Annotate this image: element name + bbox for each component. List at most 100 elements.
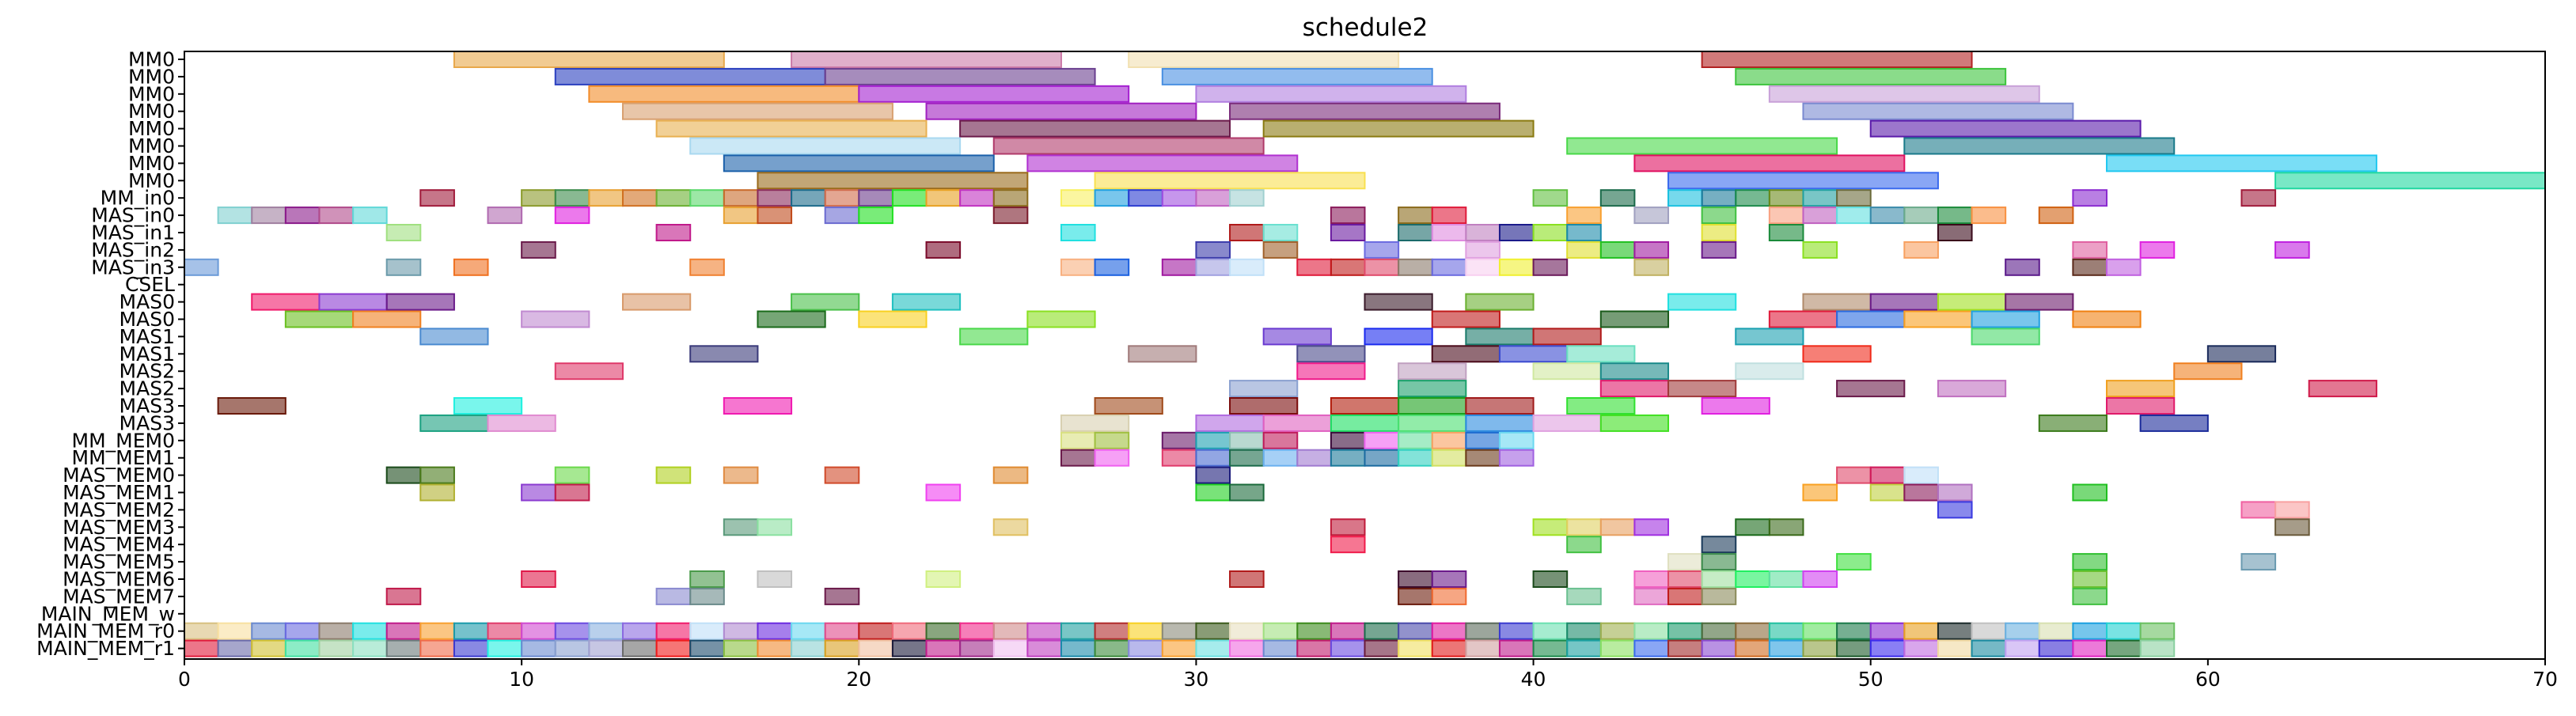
- task-bar: [1398, 587, 1433, 605]
- task-bar: [723, 466, 759, 484]
- task-bar: [723, 189, 759, 207]
- task-bar: [689, 622, 725, 640]
- task-bar: [1903, 466, 1939, 484]
- task-bar: [1195, 189, 1231, 207]
- task-bar: [1701, 622, 1737, 640]
- task-bar: [521, 189, 556, 207]
- task-bar: [1566, 224, 1602, 241]
- task-bar: [1566, 518, 1602, 536]
- task-bar: [1599, 380, 1670, 398]
- task-bar: [1802, 483, 1838, 502]
- task-bar: [1431, 639, 1467, 657]
- task-bar: [1195, 483, 1231, 502]
- task-bar: [723, 622, 759, 640]
- y-tick-label: MAS_MEM2: [63, 498, 175, 521]
- y-tick-label: MM0: [128, 82, 175, 105]
- task-bar: [318, 293, 388, 311]
- task-bar: [385, 293, 455, 311]
- task-bar: [588, 189, 624, 207]
- task-bar: [1802, 622, 1838, 640]
- task-bar: [757, 172, 1029, 190]
- task-bar: [791, 622, 826, 640]
- task-bar: [588, 639, 624, 657]
- task-bar: [419, 483, 455, 502]
- task-bar: [1566, 345, 1636, 363]
- task-bar: [1330, 536, 1366, 554]
- task-bar: [1060, 224, 1096, 241]
- task-bar: [1633, 518, 1670, 536]
- task-bar: [554, 206, 590, 225]
- task-bar: [1903, 622, 1939, 640]
- task-bar: [858, 622, 893, 640]
- task-bar: [1465, 639, 1500, 657]
- task-bar: [1262, 449, 1299, 467]
- task-bar: [1532, 414, 1602, 432]
- task-bar: [385, 258, 422, 276]
- task-bar: [1431, 587, 1467, 605]
- task-bar: [1330, 414, 1400, 432]
- task-bar: [521, 622, 556, 640]
- task-bar: [1768, 189, 1804, 207]
- task-bar: [1094, 431, 1130, 449]
- task-bar: [419, 466, 455, 484]
- task-bar: [284, 639, 321, 657]
- task-bar: [1599, 241, 1636, 259]
- task-bar: [2106, 639, 2142, 657]
- task-bar: [1667, 587, 1703, 605]
- task-bar: [1599, 518, 1636, 536]
- task-bar: [992, 622, 1029, 640]
- task-bar: [1229, 102, 1500, 120]
- task-bar: [487, 206, 523, 225]
- task-bar: [1532, 639, 1569, 657]
- task-bar: [1161, 639, 1197, 657]
- task-bar: [992, 189, 1029, 207]
- task-bar: [2005, 639, 2040, 657]
- task-bar: [318, 639, 355, 657]
- x-tick-label: 50: [1858, 668, 1884, 691]
- task-bar: [824, 639, 860, 657]
- task-bar: [2038, 622, 2074, 640]
- task-bar: [992, 639, 1029, 657]
- task-bar: [284, 622, 321, 640]
- task-bar: [487, 622, 523, 640]
- task-bar: [689, 345, 759, 363]
- task-bar: [352, 310, 422, 328]
- task-bar: [1195, 85, 1467, 103]
- task-bar: [2106, 258, 2142, 276]
- task-bar: [757, 518, 793, 536]
- task-bar: [1701, 189, 1737, 207]
- task-bar: [1599, 622, 1636, 640]
- y-tick-label: MAS2: [120, 377, 175, 400]
- task-bar: [1128, 189, 1163, 207]
- task-bar: [1296, 362, 1366, 381]
- task-bar: [689, 639, 725, 657]
- task-bar: [284, 206, 321, 225]
- task-bar: [1498, 345, 1569, 363]
- task-bar: [1330, 639, 1366, 657]
- x-tick-label: 30: [1184, 668, 1209, 691]
- task-bar: [1195, 431, 1231, 449]
- task-bar: [1836, 553, 1872, 571]
- task-bar: [1802, 570, 1838, 588]
- task-bar: [1667, 639, 1703, 657]
- task-bar: [1330, 258, 1366, 276]
- task-bar: [1398, 622, 1433, 640]
- task-bar: [352, 622, 388, 640]
- task-bar: [1398, 570, 1433, 588]
- task-bar: [1465, 622, 1500, 640]
- task-bar: [1296, 345, 1366, 363]
- task-bar: [1599, 362, 1670, 381]
- task-bar: [2005, 293, 2074, 311]
- task-bar: [992, 466, 1029, 484]
- task-bar: [1667, 380, 1737, 398]
- task-bar: [419, 189, 455, 207]
- task-bar: [757, 570, 793, 588]
- task-bar: [1398, 258, 1433, 276]
- task-bar: [1330, 397, 1400, 415]
- bars-layer: [184, 51, 2546, 657]
- task-bar: [1229, 258, 1265, 276]
- task-bar: [1364, 328, 1433, 346]
- task-bar: [1229, 189, 1265, 207]
- task-bar: [1128, 639, 1163, 657]
- task-bar: [959, 119, 1231, 138]
